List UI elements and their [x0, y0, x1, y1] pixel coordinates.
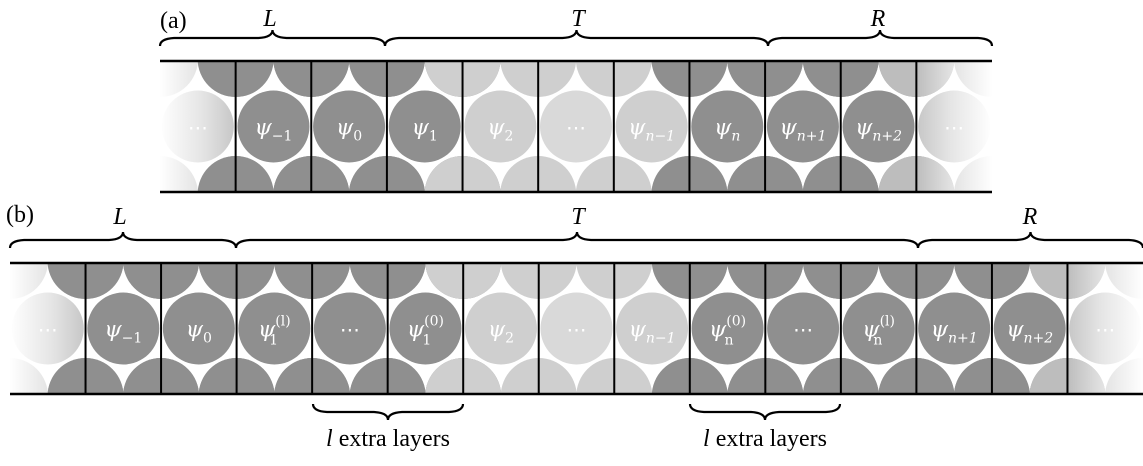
b-cell-circle: [313, 292, 386, 365]
a-cell-circle: [691, 90, 764, 163]
a-cell: [878, 61, 992, 192]
a-cell-label: ⋯: [944, 116, 964, 140]
a-cell-label: ψ1: [412, 116, 438, 145]
a-cell-circle: [464, 90, 537, 163]
b-cell-circle: [918, 292, 991, 365]
b-cell-label: ⋯: [1095, 318, 1115, 342]
a-cell-label: ⋯: [188, 116, 208, 140]
a-fade-right: [916, 61, 992, 192]
a-cell-circle: [842, 90, 915, 163]
b-cell-label: ψ(0) n: [709, 314, 746, 349]
extra-layers-braces: [311, 403, 842, 421]
brace-T-a: [383, 29, 770, 47]
brace-extra-layers-right: [688, 403, 842, 421]
region-label-T-b: T: [571, 204, 586, 230]
b-cell-circle: [464, 292, 537, 365]
b-cell-circle: [616, 292, 689, 365]
b-cell-circle: [842, 292, 915, 365]
b-cell-label: ψn−1: [629, 318, 676, 347]
region-label-R: R: [870, 6, 886, 32]
region-label-T: T: [571, 6, 586, 32]
b-cell-circle: [993, 292, 1066, 365]
panel-a-label: (a): [160, 8, 187, 34]
a-cell-label: ψ2: [487, 116, 513, 145]
a-cell-circle: [615, 90, 688, 163]
cell-strip-a: [160, 61, 992, 192]
a-cell-circle: [313, 90, 386, 163]
a-cell-circle: [766, 90, 839, 163]
cell-labels-a: ⋯ ψ−1 ψ0 ψ1 ψ2 ⋯ ψn−1 ψn ψn+1 ψn+2 ⋯: [188, 116, 964, 145]
brace-T-b: [234, 231, 920, 249]
b-cell-circle: [87, 292, 160, 365]
a-cell-label: ⋯: [566, 116, 586, 140]
b-cell-circle: [162, 292, 235, 365]
brace-R-b: [916, 231, 1143, 249]
panel-b-label: (b): [6, 202, 34, 228]
region-braces-a: [158, 29, 994, 47]
b-cell-circle: [540, 292, 613, 365]
b-cell-circle: [691, 292, 764, 365]
b-cell-label: ⋯: [793, 318, 813, 342]
panel-b: (b) L T R ⋯ ψ−1 ψ0 ψ(l) 1 ⋯ ψ(0) 1 ψ2 ⋯ ψn−1 ψ(0) n ⋯…: [6, 202, 1143, 452]
a-cell-circle: [540, 90, 612, 163]
panel-a: (a) L T R ⋯ ψ−1 ψ0 ψ1 ψ2 ⋯ ψn−1 ψn ψn+1 ψn+2 ⋯: [158, 6, 994, 194]
b-cell-label: ⋯: [567, 318, 587, 342]
brace-R-a: [766, 29, 994, 47]
b-cell-circle: [767, 292, 840, 365]
a-cell: [540, 90, 612, 163]
b-cell-label: ψ(l) n: [862, 314, 895, 349]
extra-layers-caption-left: l extra layers: [326, 426, 450, 452]
a-cell-label: ψ0: [336, 116, 362, 145]
b-cell-label: ψ0: [186, 318, 212, 347]
a-cell-label: ψ−1: [255, 116, 293, 145]
b-cell-label: ψn+1: [931, 318, 978, 347]
cell-labels-b: ⋯ ψ−1 ψ0 ψ(l) 1 ⋯ ψ(0) 1 ψ2 ⋯ ψn−1 ψ(0) n ⋯ ψ(l) n ψn+1 ψ…: [38, 314, 1115, 349]
b-cell-label: ψ−1: [104, 318, 142, 347]
b-cell-label: ⋯: [38, 318, 58, 342]
b-cell-label: ψ2: [488, 318, 514, 347]
b-cell-label: ψ(l) 1: [258, 314, 291, 349]
extra-layers-caption-right: l extra layers: [703, 426, 827, 452]
b-cell-circle: [389, 292, 462, 365]
a-cell-circle: [237, 90, 310, 163]
b-cell-label: ψ(0) 1: [407, 314, 444, 349]
a-cell-label: ψn+2: [855, 116, 902, 145]
a-cell-circle: [388, 90, 461, 163]
cell-strip-b: [10, 263, 1143, 394]
b-cell-circle: [238, 292, 311, 365]
region-label-L-b: L: [112, 204, 126, 230]
region-braces-b: [8, 231, 1143, 249]
region-label-R-b: R: [1022, 204, 1038, 230]
a-cell-label: ψn: [714, 116, 740, 145]
brace-L-a: [158, 29, 387, 47]
a-cell-label: ψn+1: [779, 116, 826, 145]
b-fade-right: [1067, 263, 1143, 394]
brace-extra-layers-left: [311, 403, 465, 421]
brace-L-b: [8, 231, 238, 249]
region-label-L: L: [262, 6, 276, 32]
b-cell: [540, 292, 613, 365]
b-cell-label: ψn+2: [1006, 318, 1053, 347]
b-cell-label: ⋯: [340, 318, 360, 342]
a-cell-label: ψn−1: [628, 116, 675, 145]
